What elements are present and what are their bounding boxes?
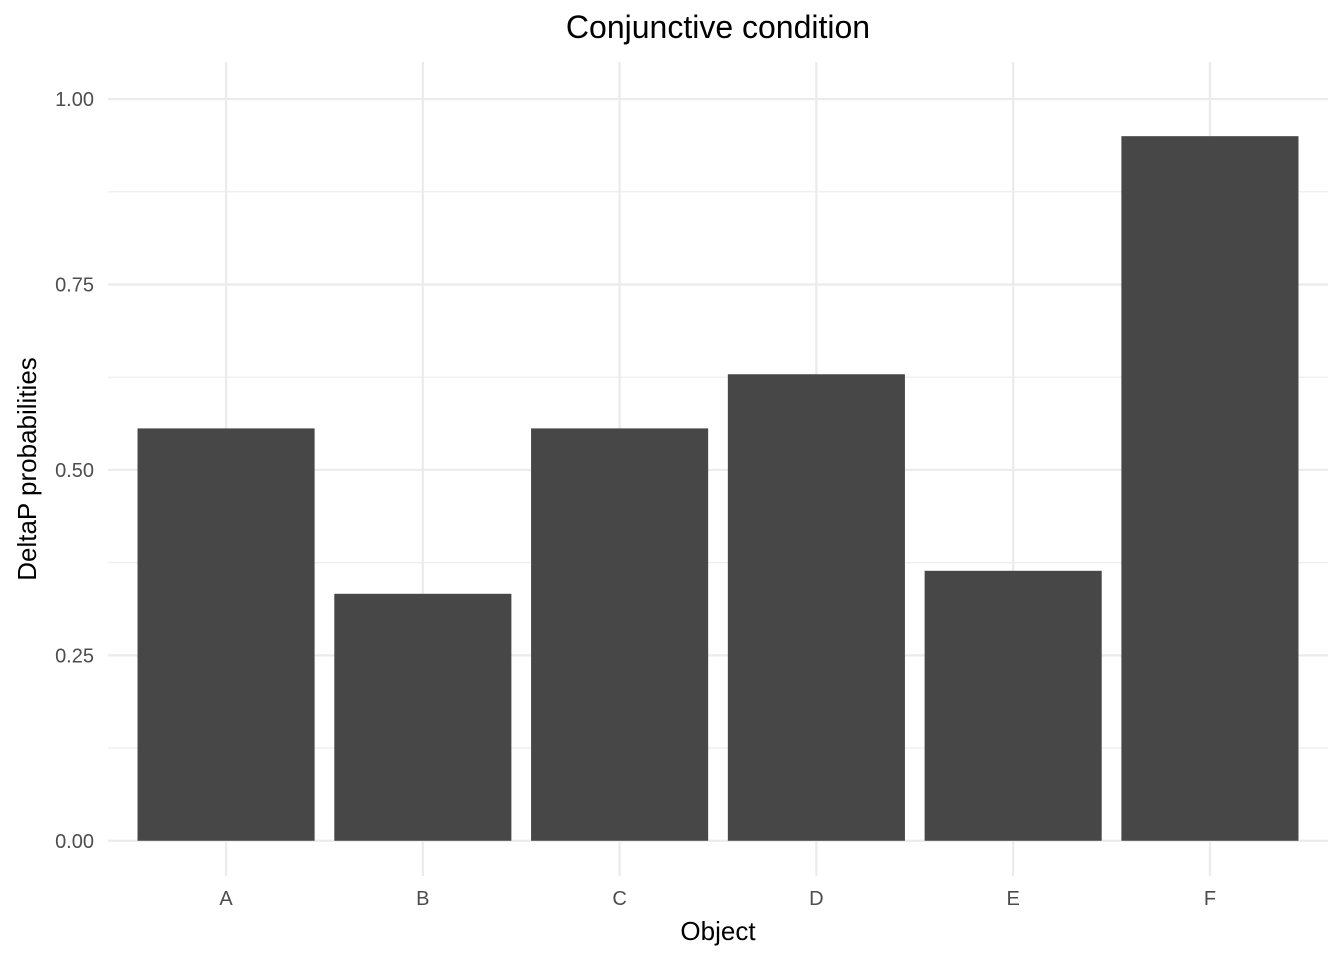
y-tick-label: 1.00	[55, 89, 94, 111]
y-tick-label: 0.25	[55, 645, 94, 667]
bar-a	[137, 428, 315, 841]
bar-c	[531, 428, 709, 841]
x-tick-label: C	[612, 888, 626, 910]
x-axis-tick-labels: A B C D E F	[219, 888, 1216, 910]
x-tick-label: A	[219, 888, 233, 910]
bar-f	[1121, 136, 1299, 841]
x-tick-label: D	[809, 888, 823, 910]
x-tick-label: B	[416, 888, 429, 910]
y-tick-label: 0.75	[55, 275, 94, 297]
y-tick-label: 0.00	[55, 831, 94, 853]
bar-e	[924, 570, 1102, 841]
chart-title: Conjunctive condition	[566, 9, 870, 45]
bar-b	[334, 593, 512, 841]
y-tick-label: 0.50	[55, 460, 94, 482]
bars	[137, 136, 1299, 841]
y-axis-title: DeltaP probabilities	[12, 357, 42, 581]
bar-d	[727, 374, 905, 841]
y-axis-tick-labels: 0.00 0.25 0.50 0.75 1.00	[55, 89, 94, 853]
x-tick-label: F	[1204, 888, 1216, 910]
x-tick-label: E	[1006, 888, 1019, 910]
x-axis-title: Object	[680, 916, 756, 946]
